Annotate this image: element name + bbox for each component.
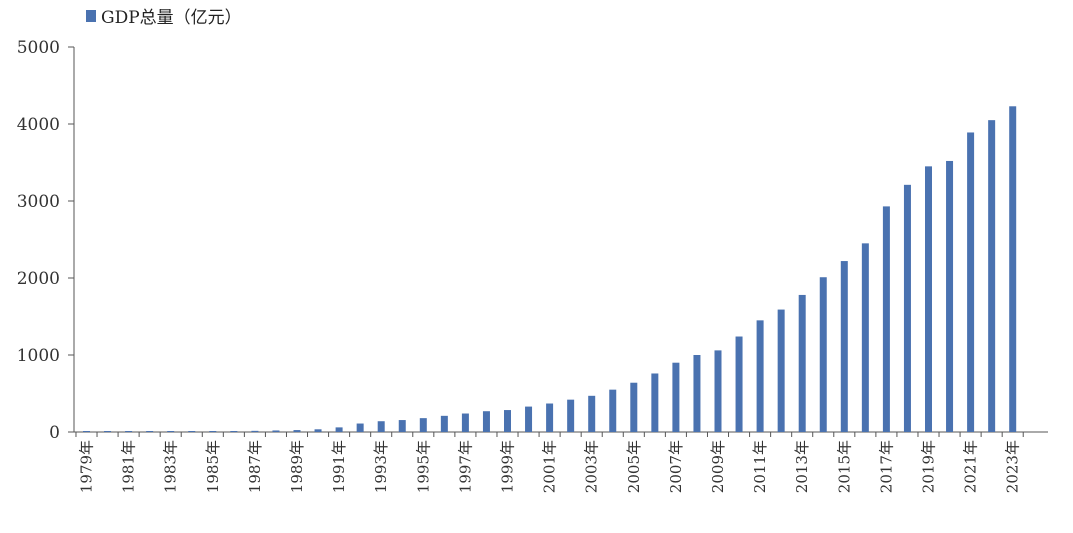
x-tick-label: 2005年 <box>625 440 643 493</box>
bar <box>335 427 343 432</box>
x-tick-label: 2013年 <box>793 440 811 493</box>
legend-label: GDP总量（亿元） <box>101 8 242 28</box>
bar <box>293 430 301 432</box>
x-tick-label: 1999年 <box>499 440 517 493</box>
x-tick-label: 1979年 <box>78 440 96 493</box>
y-tick-label: 2000 <box>17 269 60 289</box>
bar <box>209 431 217 432</box>
bar <box>672 362 680 432</box>
x-tick-label: 2007年 <box>667 440 685 493</box>
legend: GDP总量（亿元） <box>86 8 242 28</box>
bar <box>167 431 175 432</box>
x-tick-label: 1989年 <box>288 440 306 493</box>
bar <box>819 277 827 432</box>
y-tick-label: 0 <box>49 423 60 443</box>
bar <box>482 411 490 432</box>
bar <box>525 406 533 432</box>
x-tick-label: 2011年 <box>751 440 769 493</box>
y-axis: 0 1000 2000 3000 4000 5000 <box>17 38 75 443</box>
bar <box>882 206 890 432</box>
x-tick-label: 2003年 <box>583 440 601 493</box>
bar <box>967 132 975 432</box>
y-tick-label: 5000 <box>17 38 60 58</box>
bar <box>1009 106 1017 432</box>
bar <box>125 431 133 432</box>
bar <box>356 423 364 432</box>
legend-swatch <box>86 10 96 22</box>
bar <box>188 431 196 432</box>
bar <box>693 355 701 432</box>
y-tick-label: 4000 <box>17 115 60 135</box>
x-tick-label: 1981年 <box>120 440 138 493</box>
bar <box>398 420 406 432</box>
bar <box>104 431 112 432</box>
x-tick-label: 1985年 <box>204 440 222 493</box>
x-tick-label: 2019年 <box>920 440 938 493</box>
bar <box>440 415 448 432</box>
bar <box>861 243 869 432</box>
x-axis: 1979年 1981年 1983年 1985年 1987年 1989年 1991年 1993年… <box>74 431 1048 493</box>
bar <box>546 403 554 432</box>
bar <box>777 309 785 432</box>
bar <box>504 410 511 432</box>
bar <box>798 294 806 432</box>
bars <box>83 106 1017 433</box>
x-tick-label: 1995年 <box>414 440 432 493</box>
bar <box>903 184 911 432</box>
bar <box>988 120 996 433</box>
y-tick-label: 1000 <box>17 346 60 366</box>
x-tick-label: 1983年 <box>162 440 180 493</box>
x-tick-label: 1997年 <box>456 440 474 493</box>
bar <box>756 320 764 432</box>
bar <box>651 373 659 432</box>
x-tick-label: 2015年 <box>835 440 853 493</box>
bar <box>461 413 469 432</box>
bar <box>314 429 322 432</box>
bar <box>419 418 427 432</box>
bar <box>146 431 154 432</box>
bar <box>714 350 722 432</box>
bar <box>230 431 238 432</box>
bar <box>83 431 90 432</box>
bar <box>735 336 743 432</box>
x-tick-label: 2009年 <box>709 440 727 493</box>
x-tick-label: 2023年 <box>1004 440 1022 493</box>
x-tick-label: 2021年 <box>962 440 980 493</box>
y-tick-label: 3000 <box>17 192 60 212</box>
x-tick-label: 2001年 <box>541 440 559 493</box>
x-tick-label: 1993年 <box>372 440 390 493</box>
bar <box>377 421 385 432</box>
x-tick-label: 2017年 <box>877 440 895 493</box>
bar <box>925 166 932 432</box>
x-tick-label: 1991年 <box>330 440 348 493</box>
bar <box>251 430 259 432</box>
bar <box>609 389 617 432</box>
bar <box>567 399 575 432</box>
bar <box>946 160 954 432</box>
bar <box>272 430 280 432</box>
bar <box>630 382 638 432</box>
bar <box>588 395 596 432</box>
x-tick-label: 1987年 <box>246 440 264 493</box>
bar <box>840 261 848 432</box>
